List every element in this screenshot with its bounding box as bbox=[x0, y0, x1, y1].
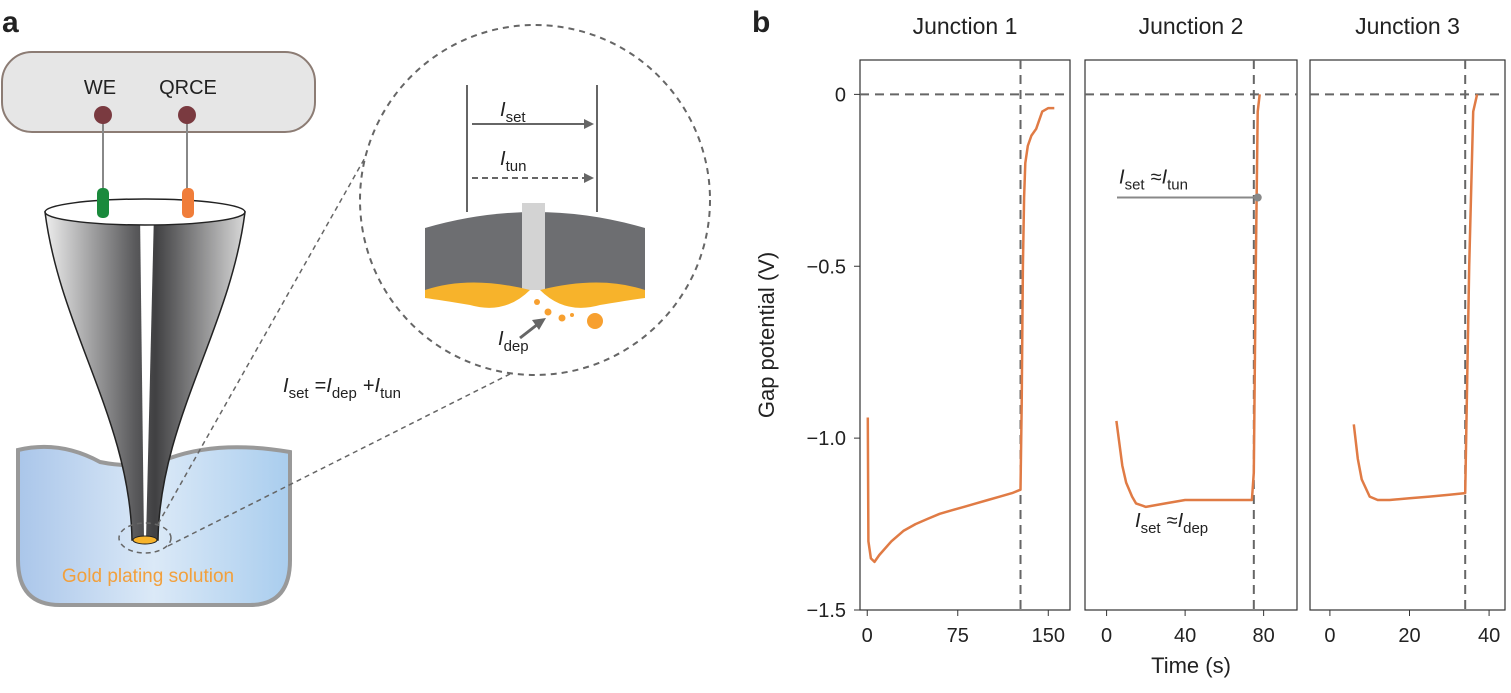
subscript: dep bbox=[1183, 520, 1208, 537]
qrce-label: QRCE bbox=[159, 77, 217, 99]
itun-label: Itun bbox=[500, 148, 526, 175]
x-tick-label: 150 bbox=[1032, 625, 1065, 647]
x-tick-label: 80 bbox=[1253, 625, 1275, 647]
we-electrode bbox=[97, 188, 109, 218]
x-tick-label: 20 bbox=[1398, 625, 1420, 647]
plot-frame bbox=[1084, 59, 1298, 611]
arrow-head bbox=[584, 119, 594, 129]
x-tick-label: 75 bbox=[947, 625, 969, 647]
annotation: Iset ≈Idep bbox=[1135, 510, 1208, 537]
symbol: I bbox=[326, 375, 332, 397]
subscript: dep bbox=[332, 385, 357, 402]
particle bbox=[534, 299, 540, 305]
annotation: Iset ≈Itun bbox=[1119, 167, 1188, 194]
zoom-line bbox=[167, 373, 511, 547]
data-line bbox=[1352, 94, 1479, 502]
gold bbox=[425, 282, 530, 308]
x-tick-label: 0 bbox=[1324, 625, 1335, 647]
panel-a: a WE QRCE Iset Itun bbox=[1, 6, 711, 607]
y-axis-label: Gap potential (V) bbox=[754, 252, 779, 418]
equation: Iset =Idep +Itun bbox=[283, 375, 401, 402]
particle bbox=[587, 313, 603, 329]
idep-label: Idep bbox=[498, 328, 529, 355]
symbol: I bbox=[1119, 167, 1125, 189]
symbol: = bbox=[315, 375, 327, 397]
subscript: tun bbox=[380, 385, 401, 402]
particle bbox=[544, 308, 552, 316]
subscript: tun bbox=[506, 158, 527, 175]
x-tick-label: 40 bbox=[1478, 625, 1500, 647]
zoom-region bbox=[118, 522, 172, 554]
symbol: I bbox=[498, 328, 504, 350]
tip-deposit bbox=[132, 535, 158, 545]
pipette-top bbox=[44, 198, 246, 226]
potentiostat bbox=[1, 51, 316, 133]
particle bbox=[570, 313, 574, 317]
arrow-head bbox=[584, 173, 594, 183]
qrce-electrode bbox=[182, 188, 194, 218]
subscript: set bbox=[289, 385, 310, 402]
symbol: I bbox=[283, 375, 289, 397]
x-tick-label: 0 bbox=[1101, 625, 1112, 647]
symbol: I bbox=[500, 148, 506, 170]
panel-b: Junction 1 0 75 150 0 −0.5 −1.0 −1.5 Gap potenti… bbox=[754, 13, 1506, 678]
symbol: I bbox=[1162, 167, 1168, 189]
y-tick-label: 0 bbox=[835, 84, 846, 106]
symbol: ≈ bbox=[1151, 167, 1162, 189]
y-tick-label: −1.5 bbox=[807, 600, 846, 622]
zoom-line bbox=[157, 139, 376, 525]
arrow-head bbox=[532, 318, 546, 330]
x-tick-label: 40 bbox=[1174, 625, 1196, 647]
solution-label: Gold plating solution bbox=[62, 566, 234, 587]
symbol: I bbox=[1178, 510, 1184, 532]
symbol: + bbox=[363, 375, 375, 397]
subscript: set bbox=[506, 109, 527, 126]
we-label: WE bbox=[84, 77, 116, 99]
symbol: ≈ bbox=[1167, 510, 1178, 532]
chart-title: Junction 1 bbox=[913, 13, 1018, 39]
annotation-point bbox=[1253, 193, 1262, 202]
panel-label: b bbox=[752, 6, 770, 39]
arrow bbox=[519, 322, 539, 340]
y-tick-label: −1.0 bbox=[807, 428, 846, 450]
x-axis-label: Time (s) bbox=[1151, 653, 1231, 678]
iset-label: Iset bbox=[500, 99, 526, 126]
chart-title: Junction 3 bbox=[1355, 13, 1460, 39]
panel-label: a bbox=[2, 6, 19, 39]
x-tick-label: 0 bbox=[862, 625, 873, 647]
subscript: dep bbox=[504, 338, 529, 355]
septum bbox=[140, 212, 154, 540]
terminal bbox=[94, 106, 112, 124]
septum-section bbox=[522, 203, 545, 290]
data-line bbox=[1115, 94, 1261, 509]
plot-frame bbox=[1309, 59, 1506, 611]
gold bbox=[540, 282, 645, 308]
symbol: I bbox=[1135, 510, 1141, 532]
symbol: I bbox=[500, 99, 506, 121]
subscript: set bbox=[1141, 520, 1162, 537]
subscript: tun bbox=[1167, 177, 1188, 194]
y-tick-label: −0.5 bbox=[807, 256, 846, 278]
plot-frame bbox=[859, 59, 1071, 611]
terminal bbox=[178, 106, 196, 124]
chart-title: Junction 2 bbox=[1139, 13, 1244, 39]
subscript: set bbox=[1125, 177, 1146, 194]
symbol: I bbox=[375, 375, 381, 397]
particle bbox=[558, 314, 566, 322]
data-line bbox=[866, 106, 1055, 564]
